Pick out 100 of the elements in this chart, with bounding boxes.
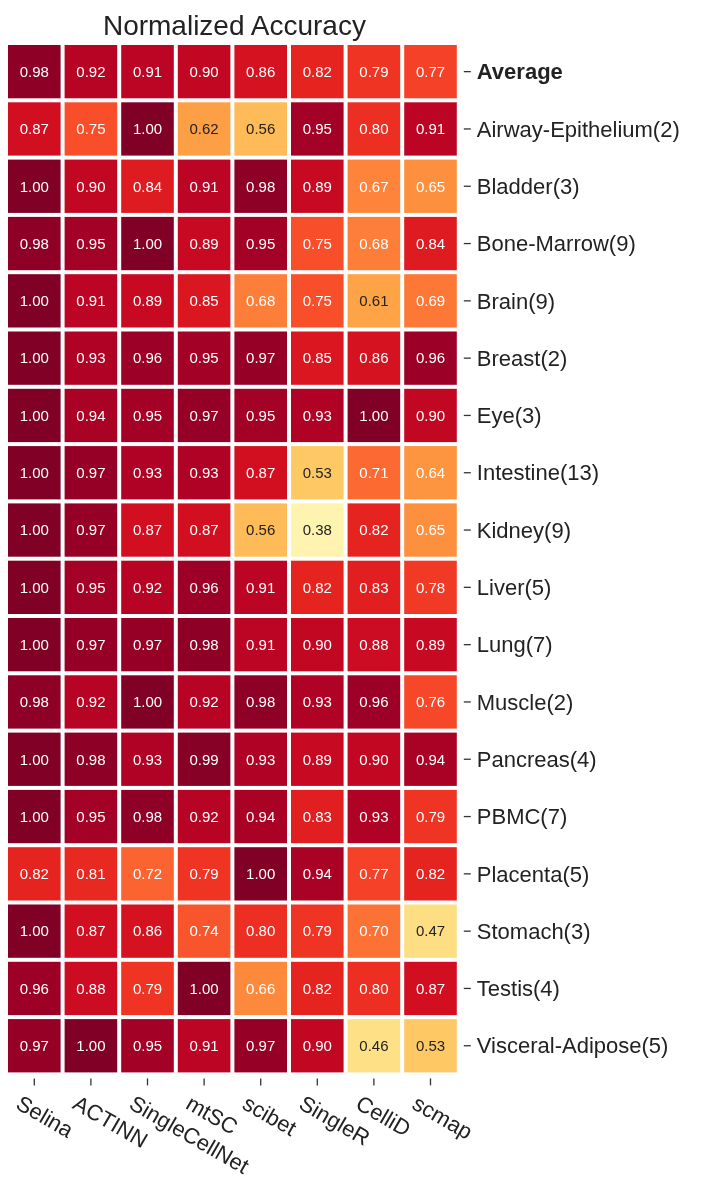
y-tick-label: Muscle(2) (476, 689, 574, 715)
data-label: 1.00 (132, 693, 163, 711)
y-tick-label: PBMC(7) (476, 804, 568, 830)
data-label: 0.79 (359, 62, 389, 80)
data-label: 0.75 (302, 234, 332, 252)
data-label: 0.96 (359, 693, 389, 711)
data-label: 1.00 (19, 292, 49, 310)
data-label: 0.82 (302, 578, 332, 596)
data-label: 0.97 (76, 635, 106, 653)
data-label: 0.75 (302, 292, 332, 310)
data-label: 0.89 (132, 292, 163, 310)
data-label: 0.91 (76, 292, 106, 310)
data-label: 0.72 (132, 865, 163, 883)
data-label: 0.87 (76, 922, 106, 940)
data-label: 0.81 (76, 865, 106, 883)
data-label: 1.00 (19, 578, 49, 596)
data-label: 0.69 (415, 292, 446, 310)
data-label: 0.95 (246, 234, 276, 252)
data-label: 0.95 (132, 1037, 163, 1054)
data-label: 0.68 (359, 234, 389, 252)
data-label: 0.95 (302, 120, 332, 138)
data-label: 0.98 (19, 62, 49, 80)
data-label: 0.76 (415, 693, 446, 711)
data-label: 0.95 (189, 349, 219, 367)
data-label: 1.00 (19, 349, 49, 367)
data-label: 0.87 (189, 521, 219, 539)
y-tick-label: Bone-Marrow(9) (476, 231, 636, 257)
data-label: 0.92 (189, 693, 219, 711)
data-label: 0.90 (415, 406, 446, 424)
data-label: 1.00 (19, 464, 49, 481)
data-label: 0.90 (189, 62, 219, 80)
y-tick-label: Bladder(3) (476, 173, 580, 199)
data-label: 1.00 (246, 865, 276, 883)
data-label: 1.00 (19, 406, 49, 424)
data-label: 0.53 (415, 1037, 446, 1054)
data-label: 0.79 (415, 807, 446, 825)
data-label: 0.89 (415, 635, 446, 653)
y-tick-label: Placenta(5) (476, 861, 590, 887)
data-label: 0.97 (76, 521, 106, 539)
data-label: 0.96 (132, 349, 163, 367)
data-label: 0.95 (76, 807, 106, 825)
data-label: 1.00 (19, 635, 49, 653)
data-label: 0.79 (302, 922, 332, 940)
data-label: 0.93 (132, 750, 163, 768)
data-label: 0.82 (302, 979, 332, 997)
data-label: 0.85 (302, 349, 332, 367)
data-label: 0.90 (302, 1037, 332, 1054)
data-label: 0.83 (302, 807, 332, 825)
data-label: 0.95 (132, 406, 163, 424)
data-label: 0.65 (415, 177, 446, 195)
data-label: 0.86 (359, 349, 389, 367)
data-label: 0.68 (246, 292, 276, 310)
data-label: 0.77 (415, 62, 446, 80)
data-label: 0.86 (246, 62, 276, 80)
data-label: 0.82 (415, 865, 446, 883)
data-label: 0.80 (246, 922, 276, 940)
data-label: 1.00 (19, 922, 49, 940)
y-tick-label: Testis(4) (476, 976, 560, 1002)
data-label: 0.77 (359, 865, 389, 883)
data-label: 0.56 (246, 120, 276, 138)
data-label: 0.98 (246, 177, 276, 195)
data-label: 0.90 (76, 177, 106, 195)
data-label: 0.91 (415, 120, 446, 138)
data-label: 0.91 (132, 62, 163, 80)
data-label: 0.99 (189, 750, 219, 768)
data-label: 0.89 (302, 750, 332, 768)
data-label: 0.91 (246, 635, 276, 653)
data-label: 0.92 (132, 578, 163, 596)
data-label: 0.67 (359, 177, 389, 195)
data-label: 0.61 (359, 292, 389, 310)
data-label: 0.82 (19, 865, 49, 883)
data-label: 0.71 (359, 464, 389, 481)
y-tick-label: Kidney(9) (476, 517, 571, 543)
data-label: 0.66 (246, 979, 276, 997)
data-label: 0.93 (302, 693, 332, 711)
data-label: 0.93 (359, 807, 389, 825)
data-label: 0.78 (415, 578, 446, 596)
data-label: 0.97 (246, 349, 276, 367)
data-label: 1.00 (19, 521, 49, 539)
data-label: 0.47 (415, 922, 446, 940)
data-label: 0.97 (19, 1037, 49, 1054)
data-label: 0.95 (76, 578, 106, 596)
data-label: 0.96 (189, 578, 219, 596)
data-label: 0.91 (189, 177, 219, 195)
data-label: 0.80 (359, 979, 389, 997)
data-label: 1.00 (359, 406, 389, 424)
data-label: 0.96 (19, 979, 49, 997)
data-label: 0.84 (415, 234, 446, 252)
data-label: 0.93 (189, 464, 219, 481)
data-label: 0.97 (76, 464, 106, 481)
data-label: 0.80 (359, 120, 389, 138)
data-label: 0.90 (359, 750, 389, 768)
chart-title: Normalized Accuracy (102, 10, 366, 41)
data-label: 1.00 (19, 750, 49, 768)
data-label: 0.88 (359, 635, 389, 653)
data-label: 0.62 (189, 120, 219, 138)
data-label: 0.87 (246, 464, 276, 481)
data-label: 0.75 (76, 120, 106, 138)
data-label: 0.89 (302, 177, 332, 195)
y-tick-label: Average (476, 59, 563, 85)
